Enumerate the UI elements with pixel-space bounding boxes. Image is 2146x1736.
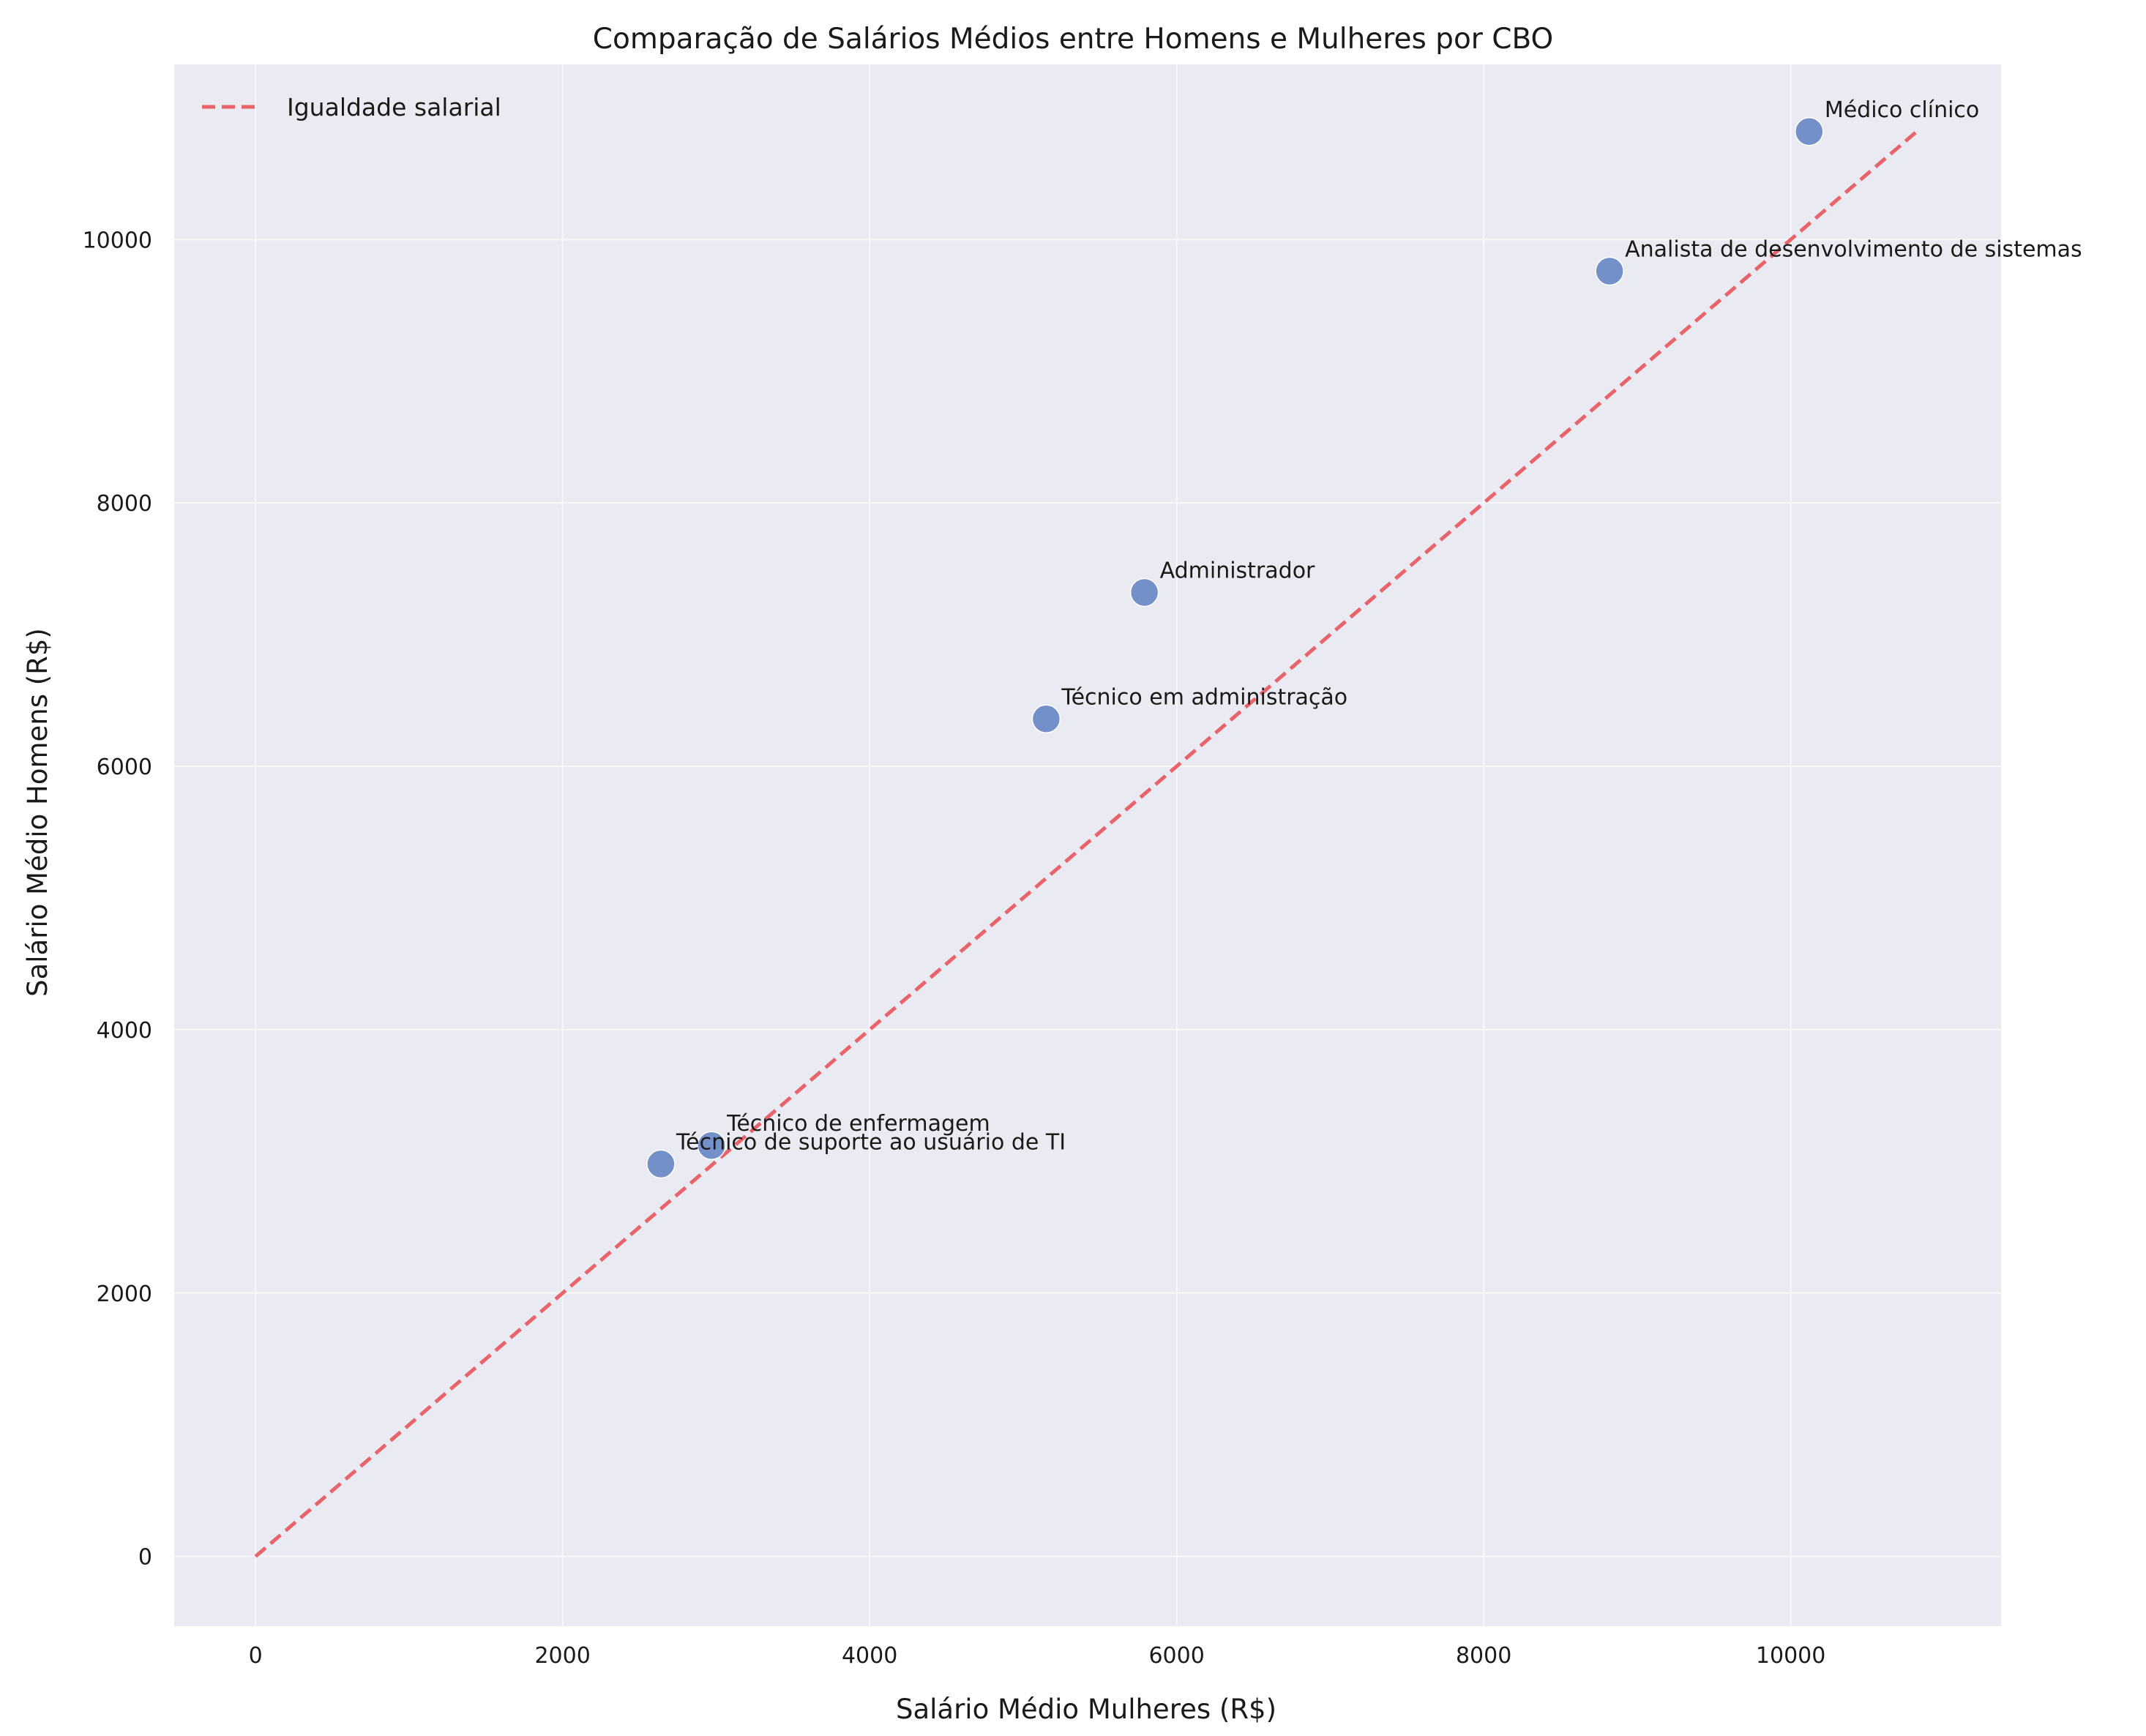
y-tick-label: 6000	[97, 755, 152, 780]
data-point	[646, 1149, 676, 1179]
x-tick-label: 6000	[1148, 1643, 1204, 1669]
point-label: Técnico de suporte ao usuário de TI	[676, 1129, 1066, 1155]
y-tick-label: 4000	[97, 1018, 152, 1044]
reference-line-layer	[254, 130, 1918, 1558]
x-tick-label: 0	[249, 1643, 263, 1669]
x-tick-label: 8000	[1456, 1643, 1511, 1669]
grid	[174, 64, 2001, 1626]
data-point	[1129, 577, 1159, 607]
x-tick-label: 10000	[1756, 1643, 1825, 1669]
data-point	[697, 1131, 726, 1160]
chart-title: Comparação de Salários Médios entre Home…	[593, 23, 1553, 56]
point-label: Médico clínico	[1825, 97, 1979, 123]
y-tick-label: 0	[138, 1545, 152, 1571]
y-tick-label: 8000	[97, 491, 152, 517]
data-point	[1595, 256, 1624, 286]
y-tick-label: 2000	[97, 1282, 152, 1307]
legend: Igualdade salarial	[202, 93, 501, 121]
legend-label: Igualdade salarial	[287, 93, 501, 121]
y-tick-label: 10000	[83, 228, 152, 253]
y-axis-label: Salário Médio Homens (R$)	[22, 628, 53, 997]
plot-area	[174, 64, 2001, 1626]
point-label: Técnico em administração	[1061, 684, 1347, 710]
point-labels-layer: Médico clínico Analista de desenvolviment…	[676, 97, 2082, 1156]
data-point	[1795, 117, 1824, 146]
x-axis-label: Salário Médio Mulheres (R$)	[896, 1694, 1276, 1725]
x-tick-label: 2000	[534, 1643, 590, 1669]
point-label: Analista de desenvolvimento de sistemas	[1625, 236, 2082, 262]
point-label: Administrador	[1160, 558, 1315, 584]
x-tick-label: 4000	[842, 1643, 897, 1669]
equality-reference-line	[254, 130, 1918, 1558]
data-point	[1031, 704, 1061, 734]
points-layer	[646, 117, 1824, 1179]
ticks-layer: 0 2000 4000 6000 8000 10000 0 2000 4000 6000 8000 1…	[83, 228, 1826, 1669]
point-label: Técnico de enfermagem	[726, 1111, 990, 1137]
